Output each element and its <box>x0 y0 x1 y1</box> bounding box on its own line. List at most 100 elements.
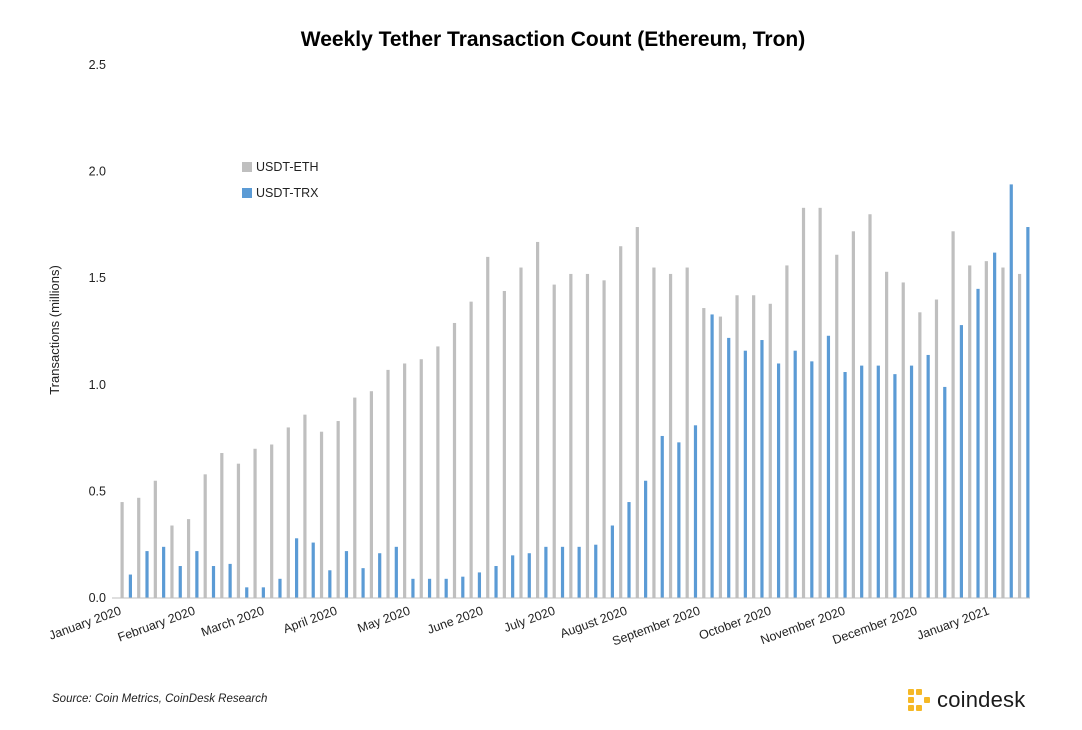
bar-eth <box>768 303 772 598</box>
bar-trx <box>743 350 747 598</box>
x-tick-label: February 2020 <box>116 604 197 645</box>
bar-trx <box>610 525 614 598</box>
bar-trx <box>710 314 714 598</box>
chart-title: Weekly Tether Transaction Count (Ethereu… <box>301 28 805 51</box>
bar-eth <box>918 312 922 598</box>
bar-eth <box>885 271 889 598</box>
legend: USDT-ETH USDT-TRX <box>242 160 319 200</box>
bar-eth <box>901 282 905 598</box>
bar-eth <box>452 322 457 598</box>
bar-trx <box>178 566 182 598</box>
bar-eth <box>270 444 274 598</box>
legend-label-eth: USDT-ETH <box>256 160 319 174</box>
bar-trx <box>693 425 698 598</box>
bar-trx <box>394 546 398 598</box>
bar-eth <box>220 453 224 598</box>
bar-eth <box>469 301 473 598</box>
x-tick-label: July 2020 <box>502 604 557 635</box>
bar-eth <box>186 519 191 598</box>
source-note: Source: Coin Metrics, CoinDesk Research <box>52 693 268 705</box>
bar-eth <box>419 359 423 598</box>
bar-trx <box>195 551 199 598</box>
bar-eth <box>752 295 756 598</box>
bar-eth <box>203 474 207 598</box>
bar-trx <box>378 553 382 598</box>
bar-trx <box>594 544 598 598</box>
bar-eth <box>1017 273 1022 598</box>
bar-eth <box>403 363 407 598</box>
bar-trx <box>444 578 448 598</box>
x-tick-label: January 2021 <box>915 604 991 643</box>
x-tick-label: June 2020 <box>425 604 485 637</box>
coindesk-logo-icon <box>908 689 930 711</box>
y-tick-label: 1.5 <box>89 271 106 285</box>
bar-trx <box>278 578 282 598</box>
bar-eth <box>668 273 673 598</box>
bars <box>120 184 1030 599</box>
bar-eth <box>486 256 490 598</box>
bar-trx <box>228 563 232 598</box>
bar-trx <box>577 546 581 598</box>
x-tick-label: May 2020 <box>356 604 412 636</box>
brand-logo: coindesk <box>907 685 1025 715</box>
bar-eth <box>934 299 939 598</box>
bar-eth <box>552 284 556 598</box>
bar-trx <box>810 361 814 598</box>
legend-swatch-trx <box>242 188 252 198</box>
bar-eth <box>619 246 623 598</box>
bar-eth <box>536 241 540 598</box>
x-tick-label: January 2020 <box>47 604 123 643</box>
bar-trx <box>411 578 415 598</box>
bar-eth <box>984 261 988 598</box>
bar-trx <box>959 325 963 598</box>
bar-eth <box>353 397 357 598</box>
bar-trx <box>328 570 332 598</box>
bar-eth <box>718 316 723 598</box>
bar-trx <box>909 365 914 598</box>
bar-eth <box>735 295 739 598</box>
bar-trx <box>344 551 349 598</box>
bar-trx <box>843 372 847 598</box>
bar-trx <box>560 546 565 598</box>
bar-eth <box>835 254 839 598</box>
bar-eth <box>652 267 656 598</box>
bar-trx <box>1026 227 1030 598</box>
y-tick-label: 2.0 <box>89 165 106 179</box>
bar-trx <box>826 335 831 598</box>
y-axis: 0.0 0.5 1.0 1.5 2.0 2.5 <box>89 58 106 605</box>
bar-trx <box>361 568 365 598</box>
bar-trx <box>727 337 731 598</box>
y-axis-label: Transactions (millions) <box>47 265 62 395</box>
brand-name: coindesk <box>937 687 1026 712</box>
bar-trx <box>511 555 515 598</box>
bar-trx <box>1009 184 1013 598</box>
y-tick-label: 2.5 <box>89 58 106 72</box>
bar-eth <box>702 308 706 598</box>
y-tick-label: 1.0 <box>89 378 106 392</box>
bar-eth <box>236 463 241 598</box>
bar-eth <box>253 448 257 598</box>
bar-trx <box>644 480 648 598</box>
bar-trx <box>876 365 880 598</box>
bar-trx <box>245 587 249 598</box>
bar-eth <box>502 290 506 598</box>
bar-trx <box>660 435 664 598</box>
legend-label-trx: USDT-TRX <box>256 186 319 200</box>
legend-swatch-eth <box>242 162 252 172</box>
bar-trx <box>793 350 797 598</box>
bar-eth <box>137 497 141 598</box>
bar-eth <box>170 525 174 598</box>
bar-eth <box>951 231 955 599</box>
bar-eth <box>120 502 124 598</box>
bar-eth <box>286 427 290 598</box>
bar-trx <box>627 502 631 598</box>
bar-trx <box>494 566 498 598</box>
bar-eth <box>685 267 689 598</box>
bar-eth <box>602 280 606 598</box>
bar-eth <box>519 267 523 598</box>
bar-eth <box>336 421 340 598</box>
bar-trx <box>427 578 432 598</box>
bar-trx <box>893 374 897 598</box>
bar-eth <box>801 207 806 598</box>
